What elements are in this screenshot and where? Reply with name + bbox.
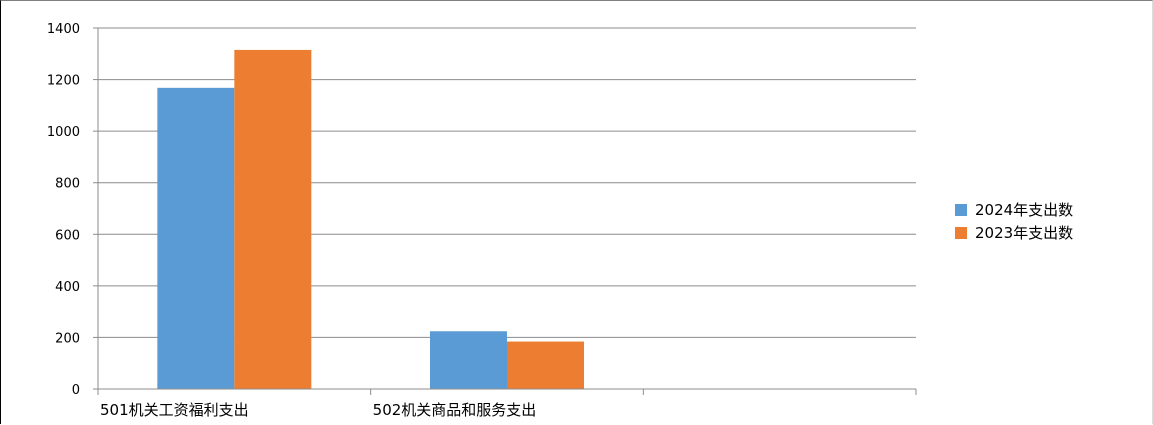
y-tick-label: 1400 — [47, 22, 80, 37]
category-label: 502机关商品和服务支出 — [373, 401, 537, 419]
bar-2-series-2 — [507, 341, 584, 389]
axes — [97, 28, 917, 395]
y-tick-label: 0 — [72, 383, 80, 398]
y-tick-label: 200 — [55, 331, 80, 346]
bars — [157, 49, 584, 390]
bar-1-series-1 — [157, 87, 235, 389]
x-axis-categories: 501机关工资福利支出 502机关商品和服务支出 — [100, 401, 536, 419]
y-axis-ticks: 0 200 400 600 800 1000 1200 1400 — [47, 22, 98, 398]
legend-swatch — [955, 204, 967, 216]
legend: 2024年支出数 2023年支出数 — [955, 201, 1073, 242]
bar-1-series-2 — [234, 49, 312, 390]
y-tick-label: 800 — [55, 177, 80, 192]
category-label: 501机关工资福利支出 — [100, 401, 249, 419]
bar-2-series-1 — [430, 331, 507, 389]
y-tick-label: 600 — [55, 228, 80, 243]
legend-swatch — [955, 227, 967, 239]
y-tick-label: 1000 — [47, 125, 80, 140]
y-tick-label: 1200 — [47, 74, 80, 89]
legend-label: 2024年支出数 — [975, 201, 1073, 219]
y-tick-label: 400 — [55, 280, 80, 295]
legend-label: 2023年支出数 — [975, 224, 1073, 242]
